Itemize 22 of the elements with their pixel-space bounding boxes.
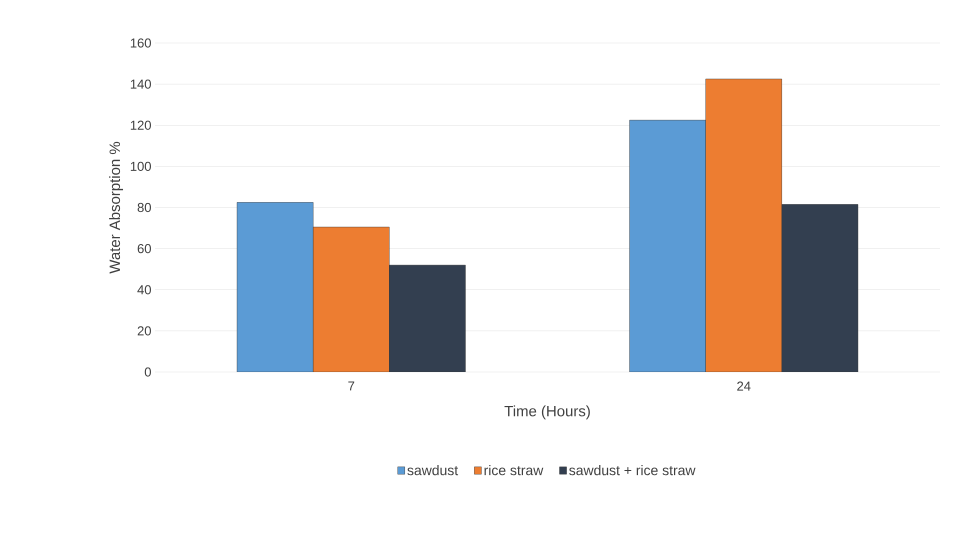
y-axis-title: Water Absorption %	[109, 142, 124, 274]
bar	[629, 120, 706, 372]
y-tick-label: 140	[130, 80, 151, 89]
y-tick-label: 80	[138, 202, 151, 212]
y-tick-label: 20	[138, 326, 151, 336]
bar	[389, 264, 466, 372]
y-tick-label: 60	[138, 244, 151, 254]
y-tick-label: 100	[130, 162, 151, 171]
bar	[236, 202, 314, 372]
bar	[782, 204, 858, 372]
legend-label: sawdust + rice straw	[569, 465, 696, 476]
legend-label: sawdust	[407, 465, 458, 476]
y-tick-label: 40	[137, 285, 151, 294]
bar	[312, 226, 390, 372]
y-tick-label: 120	[130, 120, 151, 130]
x-tick-label: 24	[737, 382, 751, 391]
x-axis-title: Time (Hours)	[504, 405, 590, 420]
x-tick-label: 7	[348, 382, 354, 390]
legend-label: rice straw	[484, 465, 544, 476]
y-tick-label: 160	[130, 38, 151, 48]
bar	[705, 78, 782, 372]
y-tick-label: 0	[144, 367, 151, 377]
